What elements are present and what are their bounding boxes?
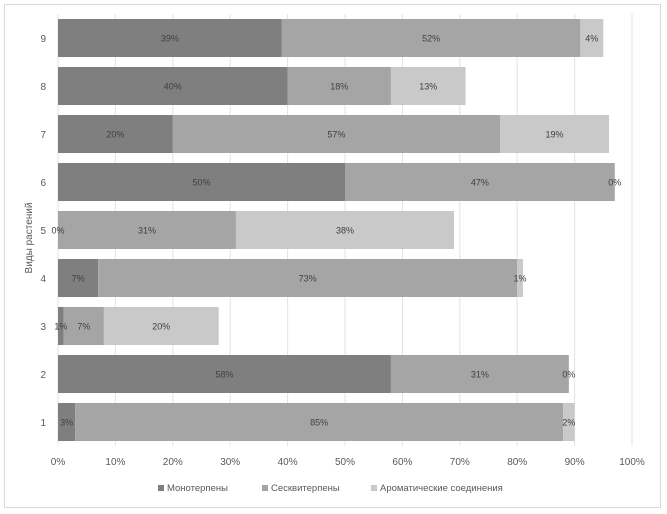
data-label: 20% — [106, 130, 124, 140]
data-label: 0% — [51, 226, 64, 236]
bar-segment — [235, 211, 455, 249]
bar-segment — [390, 355, 569, 393]
data-label: 2% — [562, 418, 575, 428]
y-tick-label: 1 — [40, 418, 46, 429]
x-axis-ticks: 0% 10% 20% 30% 40% 50% 60% 70% 80% 90% 100% — [51, 457, 645, 468]
data-label: 0% — [608, 178, 621, 188]
data-label: 52% — [422, 34, 440, 44]
bar-segment — [58, 115, 173, 153]
data-label: 1% — [514, 274, 527, 284]
data-label: 4% — [585, 34, 598, 44]
bar-segment — [58, 355, 391, 393]
x-tick-label: 20% — [163, 457, 183, 468]
x-tick-label: 70% — [450, 457, 470, 468]
data-label: 3% — [60, 418, 73, 428]
x-tick-label: 40% — [278, 457, 298, 468]
data-label: 47% — [471, 178, 489, 188]
y-tick-label: 9 — [40, 34, 46, 45]
bar-segment — [58, 307, 64, 345]
legend-swatch — [158, 485, 164, 491]
y-axis-ticks: 1 2 3 4 5 6 7 8 9 — [40, 34, 46, 429]
bar-segment — [58, 67, 288, 105]
y-axis-title: Виды растений — [24, 203, 35, 274]
data-label: 40% — [164, 82, 182, 92]
data-label: 39% — [161, 34, 179, 44]
bar-segment — [517, 259, 523, 297]
y-tick-label: 4 — [40, 274, 46, 285]
data-label: 7% — [77, 322, 90, 332]
bar-segment — [103, 307, 219, 345]
data-label: 31% — [138, 226, 156, 236]
y-tick-label: 7 — [40, 130, 46, 141]
x-tick-label: 80% — [507, 457, 527, 468]
x-tick-label: 60% — [392, 457, 412, 468]
bar-segment — [563, 403, 575, 441]
data-label: 18% — [330, 82, 348, 92]
bar-segment — [58, 163, 345, 201]
bar-segment — [499, 115, 610, 153]
data-label: 1% — [54, 322, 67, 332]
x-tick-label: 30% — [220, 457, 240, 468]
legend-label: Монотерпены — [167, 483, 228, 494]
x-tick-label: 100% — [619, 457, 645, 468]
legend-label: Ароматические соединения — [380, 483, 503, 494]
bar-series — [58, 19, 615, 441]
data-label: 13% — [419, 82, 437, 92]
data-label: 19% — [546, 130, 564, 140]
bar-segment — [580, 19, 604, 57]
bar-segment — [172, 115, 500, 153]
bar-segment — [63, 307, 104, 345]
bar-segment — [75, 403, 564, 441]
data-label: 85% — [310, 418, 328, 428]
bar-segment — [58, 19, 282, 57]
y-tick-label: 6 — [40, 178, 46, 189]
y-tick-label: 2 — [40, 370, 46, 381]
x-tick-label: 10% — [105, 457, 125, 468]
bar-segment — [287, 67, 391, 105]
bar-segment — [281, 19, 581, 57]
bar-segment — [390, 67, 466, 105]
data-labels: 3% 85% 2% 58% 31% 0% 1% 7% 20% 7% 73% 1% 0% 31% 38% 50%… — [51, 34, 621, 428]
y-tick-label: 8 — [40, 82, 46, 93]
data-label: 0% — [562, 370, 575, 380]
y-tick-label: 5 — [40, 226, 46, 237]
bar-segment — [58, 403, 76, 441]
data-label: 38% — [336, 226, 354, 236]
bar-segment — [98, 259, 518, 297]
x-tick-label: 90% — [565, 457, 585, 468]
data-label: 31% — [471, 370, 489, 380]
x-tick-label: 50% — [335, 457, 355, 468]
legend-swatch — [262, 485, 268, 491]
data-label: 7% — [72, 274, 85, 284]
data-label: 57% — [327, 130, 345, 140]
data-label: 58% — [215, 370, 233, 380]
legend-swatch — [371, 485, 377, 491]
data-label: 73% — [299, 274, 317, 284]
legend-label: Сесквитерпены — [271, 483, 340, 494]
y-tick-label: 3 — [40, 322, 46, 333]
legend: Монотерпены Сесквитерпены Ароматические со… — [158, 483, 503, 494]
data-label: 20% — [152, 322, 170, 332]
bar-segment — [58, 211, 236, 249]
x-tick-label: 0% — [51, 457, 66, 468]
data-label: 50% — [192, 178, 210, 188]
bar-segment — [345, 163, 615, 201]
bar-segment — [58, 259, 99, 297]
